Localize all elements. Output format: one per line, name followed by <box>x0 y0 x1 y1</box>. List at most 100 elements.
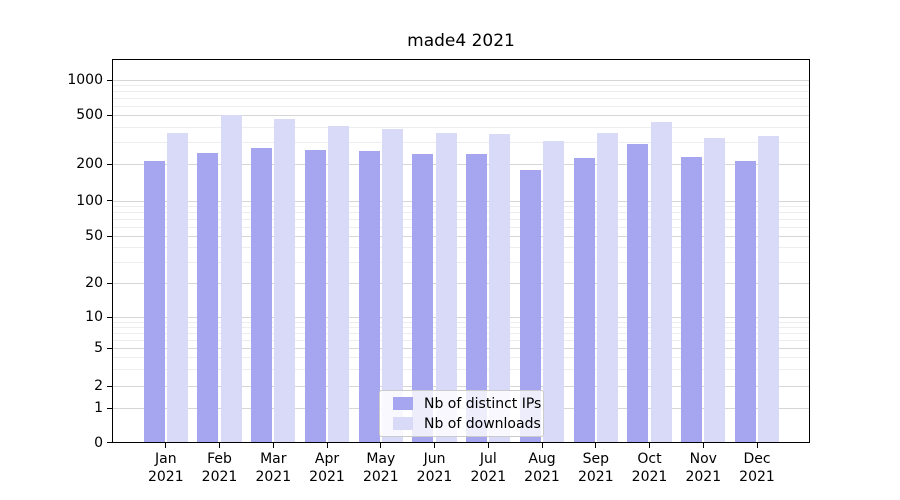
x-tick-year: 2021 <box>416 468 453 485</box>
y-tick-label: 50 <box>85 228 103 244</box>
plot-area <box>112 59 810 443</box>
x-tick-mark <box>165 443 167 448</box>
minor-gridline <box>113 357 809 359</box>
x-tick-mark <box>434 443 435 448</box>
minor-gridline <box>113 218 809 220</box>
minor-gridline <box>113 339 809 341</box>
x-tick-month: Aug <box>528 451 556 467</box>
bar-distinct-ips <box>627 144 649 442</box>
x-tick-year: 2021 <box>147 468 184 485</box>
x-tick-mark <box>595 443 597 448</box>
y-tick-mark <box>107 407 112 409</box>
legend-swatch-distinct-ips <box>393 397 413 410</box>
y-tick-label: 1 <box>94 400 103 416</box>
x-tick-month: Mar <box>260 451 287 467</box>
bar-distinct-ips <box>573 157 595 442</box>
y-tick-mark <box>107 316 112 318</box>
x-tick-label: Oct 2021 <box>622 451 678 486</box>
bar-downloads <box>704 138 726 442</box>
x-tick-label: Aug 2021 <box>514 451 570 486</box>
x-tick-mark <box>380 443 382 448</box>
x-tick-mark <box>326 443 328 448</box>
x-tick-mark <box>756 443 758 448</box>
bar-distinct-ips <box>143 161 165 442</box>
minor-gridline <box>113 105 809 107</box>
y-tick-mark <box>107 282 112 284</box>
bar-distinct-ips <box>519 169 541 442</box>
bar-downloads <box>166 133 188 442</box>
major-gridline <box>113 200 809 202</box>
x-tick-label: Mar 2021 <box>245 451 301 486</box>
x-tick-label: Apr 2021 <box>299 451 355 486</box>
x-tick-month: Jul <box>479 451 497 467</box>
x-tick-year: 2021 <box>631 468 668 485</box>
minor-gridline <box>113 205 809 207</box>
x-tick-year: 2021 <box>739 468 775 485</box>
bar-downloads <box>650 121 672 442</box>
y-tick-label: 10 <box>85 309 103 325</box>
bar-distinct-ips <box>412 154 434 442</box>
minor-gridline <box>113 226 809 228</box>
x-tick-month: Feb <box>207 451 232 467</box>
x-tick-year: 2021 <box>685 468 722 485</box>
minor-gridline <box>113 327 809 328</box>
x-tick-year: 2021 <box>201 468 238 485</box>
y-tick-label: 20 <box>85 275 103 291</box>
bar-downloads <box>543 140 565 442</box>
minor-gridline <box>113 262 809 264</box>
minor-gridline <box>113 369 809 371</box>
major-gridline <box>113 80 809 81</box>
minor-gridline <box>113 91 809 93</box>
chart-title: made4 2021 <box>407 31 515 51</box>
legend-swatch-downloads <box>393 417 413 430</box>
y-tick-label: 1000 <box>67 72 103 88</box>
major-gridline <box>113 115 809 116</box>
x-tick-mark <box>487 443 489 448</box>
x-tick-label: Jan 2021 <box>138 451 194 486</box>
legend-label-downloads: Nb of downloads <box>424 415 541 432</box>
bar-downloads <box>489 134 511 442</box>
bar-distinct-ips <box>466 154 488 442</box>
x-tick-mark <box>219 443 220 448</box>
x-tick-year: 2021 <box>470 468 507 485</box>
x-tick-year: 2021 <box>577 468 614 485</box>
x-tick-label: Nov 2021 <box>675 451 731 486</box>
major-gridline <box>113 236 809 237</box>
bar-downloads <box>381 129 403 442</box>
y-tick-label: 2 <box>94 378 103 394</box>
y-tick-label: 0 <box>94 434 103 451</box>
major-gridline <box>113 386 809 387</box>
x-tick-year: 2021 <box>362 468 399 485</box>
bar-downloads <box>596 132 618 442</box>
bar-distinct-ips <box>304 149 326 442</box>
y-tick-mark <box>107 442 112 443</box>
minor-gridline <box>113 126 809 128</box>
x-tick-month: Sep <box>582 451 609 467</box>
legend: Nb of distinct IPs Nb of downloads <box>379 390 544 437</box>
bar-distinct-ips <box>197 153 219 442</box>
x-tick-label: Dec 2021 <box>729 451 785 486</box>
y-tick-label: 500 <box>76 107 103 123</box>
y-tick-mark <box>107 347 112 349</box>
major-gridline <box>113 164 809 165</box>
y-tick-mark <box>107 163 112 165</box>
x-tick-mark <box>702 443 704 448</box>
bar-downloads <box>220 115 242 442</box>
y-tick-mark <box>107 200 112 201</box>
y-tick-mark <box>107 79 112 81</box>
x-tick-label: Jun 2021 <box>407 451 463 486</box>
bar-distinct-ips <box>358 151 380 442</box>
x-tick-year: 2021 <box>309 468 345 485</box>
y-tick-label: 100 <box>76 192 103 209</box>
minor-gridline <box>113 142 809 144</box>
legend-label-distinct-ips: Nb of distinct IPs <box>424 395 542 412</box>
x-tick-month: Apr <box>314 451 340 467</box>
x-tick-label: Sep 2021 <box>568 451 624 486</box>
minor-gridline <box>113 247 809 249</box>
bar-distinct-ips <box>251 148 273 442</box>
minor-gridline <box>113 333 809 334</box>
x-tick-label: Jul 2021 <box>460 451 516 486</box>
bar-downloads <box>435 133 457 442</box>
bar-distinct-ips <box>681 156 703 442</box>
